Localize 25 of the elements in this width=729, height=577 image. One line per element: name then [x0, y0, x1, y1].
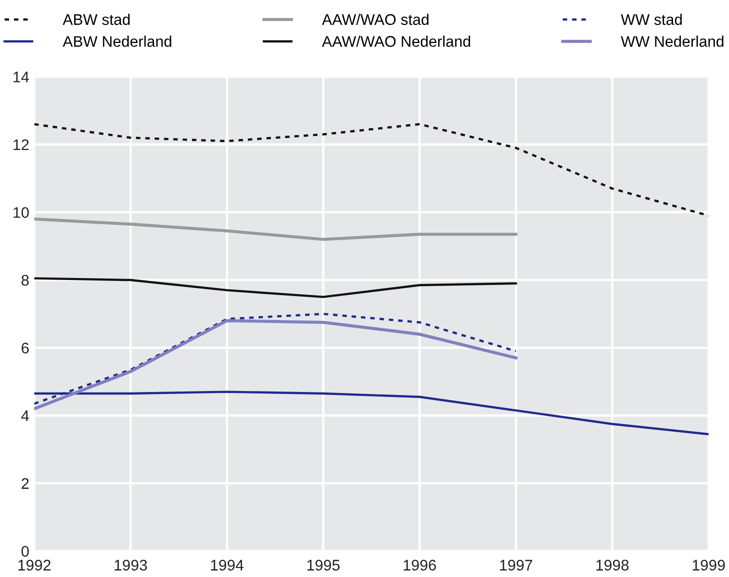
y-tick-label: 12 [14, 139, 29, 150]
legend-label: ABW stad [62, 14, 130, 25]
y-tick-label: 10 [14, 207, 29, 218]
x-tick-label: 1992 [18, 560, 50, 571]
x-tick-label: 1998 [596, 560, 629, 571]
legend-label: AAW/WAO Nederland [322, 36, 470, 47]
y-tick-label: 6 [22, 342, 29, 354]
y-tick-label: 14 [14, 72, 29, 82]
x-tick-label: 1999 [692, 560, 725, 571]
line-series [34, 277, 518, 298]
legend-label: WW stad [620, 14, 682, 25]
legend-label: AAW/WAO stad [322, 14, 428, 25]
y-tick-label: 4 [21, 410, 29, 422]
x-tick-label: 1993 [114, 560, 147, 571]
y-tick-label: 0 [22, 546, 29, 557]
y-tick-label: 2 [22, 478, 29, 489]
x-tick-label: 1996 [404, 560, 436, 571]
legend-label: WW Nederland [620, 36, 724, 47]
x-tick-label: 1994 [211, 560, 244, 571]
legend-label: ABW Nederland [62, 36, 172, 47]
line-series [34, 218, 518, 241]
y-tick-label: 8 [22, 274, 29, 286]
x-tick-label: 1997 [500, 560, 532, 571]
x-tick-label: 1995 [307, 560, 340, 571]
line-series [34, 123, 709, 217]
